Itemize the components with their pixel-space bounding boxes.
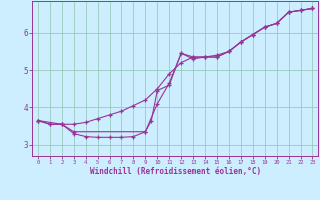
X-axis label: Windchill (Refroidissement éolien,°C): Windchill (Refroidissement éolien,°C) <box>90 167 261 176</box>
